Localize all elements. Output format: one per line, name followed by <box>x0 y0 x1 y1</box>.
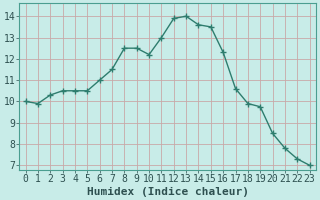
X-axis label: Humidex (Indice chaleur): Humidex (Indice chaleur) <box>87 186 249 197</box>
